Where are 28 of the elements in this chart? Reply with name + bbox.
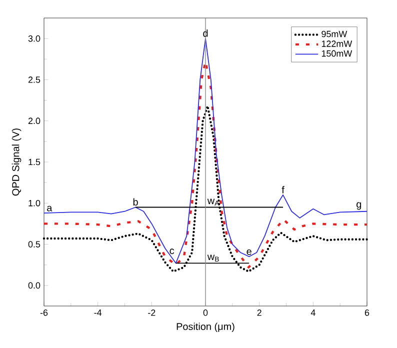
x-tick-label: -4 bbox=[94, 310, 102, 316]
x-axis-title: Position (μm) bbox=[176, 322, 234, 332]
legend-label: 95mW bbox=[322, 30, 348, 38]
annotation: g bbox=[356, 202, 362, 210]
y-tick-label: 2.5 bbox=[28, 76, 40, 83]
annotation: e bbox=[246, 249, 252, 255]
annotation: b bbox=[133, 198, 138, 206]
annotation: w$_{B}$ bbox=[207, 254, 219, 262]
x-tick-label: 0 bbox=[203, 310, 208, 316]
y-tick-label: 1.5 bbox=[28, 158, 40, 166]
x-tick-label: -6 bbox=[40, 310, 48, 316]
y-tick-label: 0.5 bbox=[28, 241, 40, 248]
x-tick-label: -2 bbox=[148, 310, 156, 316]
y-tick-label: 3.0 bbox=[28, 35, 40, 42]
x-tick-label: 4 bbox=[310, 310, 316, 316]
annotation: c bbox=[170, 248, 174, 254]
annotation: f bbox=[282, 186, 284, 194]
legend-label: 150mW bbox=[322, 50, 352, 57]
y-axis-title: QPD Signal (V) bbox=[12, 128, 22, 196]
annotation: d bbox=[203, 30, 208, 37]
annotation: a bbox=[47, 206, 52, 212]
y-tick-label: 0.0 bbox=[28, 282, 40, 289]
y-tick-label: 1.0 bbox=[28, 200, 40, 206]
y-tick-label: 2.0 bbox=[28, 118, 40, 124]
x-tick-label: 2 bbox=[257, 310, 262, 316]
annotation: w$_{A}$ bbox=[207, 198, 220, 206]
x-tick-label: 6 bbox=[364, 310, 370, 316]
legend-label: 122mW bbox=[322, 40, 352, 47]
